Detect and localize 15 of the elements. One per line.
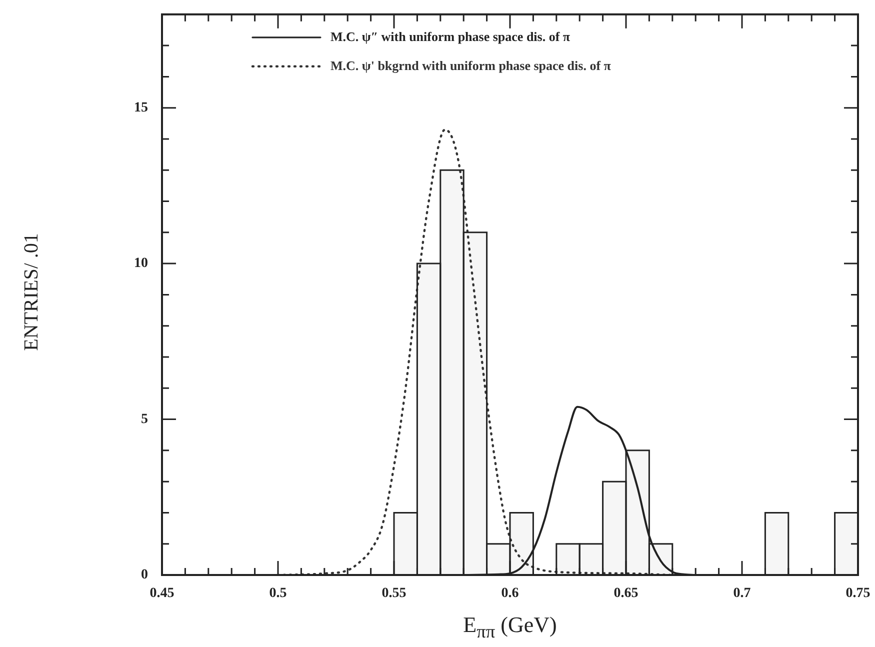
x-tick-label: 0.45: [150, 586, 174, 602]
x-tick-label: 0.7: [733, 586, 751, 602]
x-tick-label: 0.65: [614, 586, 638, 602]
y-tick-label: 5: [141, 412, 148, 427]
x-axis-title: E$_{ππ}$ (GeV): [463, 612, 557, 642]
x-tick-label: 0.5: [269, 586, 287, 602]
y-tick-label: 10: [134, 256, 148, 272]
x-tick-label: 0.55: [382, 586, 406, 602]
legend-label: M.C. ψ″ with uniform phase space dis. of π: [330, 28, 570, 44]
x-tick-label: 0.6: [501, 586, 519, 602]
y-tick-label: 0: [141, 568, 148, 583]
x-tick-label: 0.75: [846, 586, 870, 602]
y-tick-label: 15: [134, 100, 148, 116]
y-axis-title: ENTRIES/ .01: [20, 233, 44, 351]
text: M.C. ψ' bkgrnd with uniform phase space dis. of π: [330, 58, 611, 73]
